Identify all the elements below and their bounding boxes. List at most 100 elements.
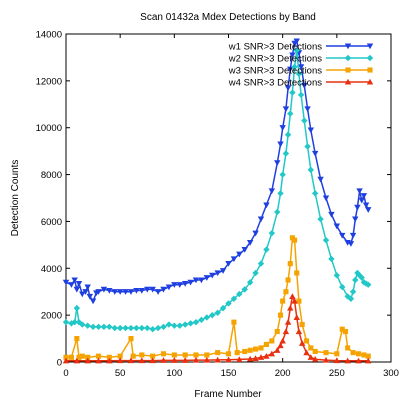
data-point <box>73 286 81 293</box>
data-point <box>301 117 308 124</box>
data-point <box>289 293 296 299</box>
data-point <box>293 314 300 321</box>
data-point <box>365 353 371 359</box>
data-point <box>350 350 356 356</box>
data-point <box>293 47 300 54</box>
data-point <box>291 63 298 70</box>
data-point <box>187 279 194 286</box>
data-point <box>322 195 330 202</box>
data-point <box>176 282 183 288</box>
x-tick-label: 300 <box>383 368 399 379</box>
data-point <box>73 357 81 364</box>
data-point <box>62 357 70 364</box>
data-point <box>106 323 113 331</box>
data-point <box>160 323 167 331</box>
data-point <box>128 336 134 342</box>
data-point <box>317 215 324 223</box>
data-point <box>303 349 310 356</box>
legend-marker <box>345 67 351 73</box>
data-point <box>308 345 314 351</box>
data-point <box>85 354 91 360</box>
data-point <box>365 281 372 288</box>
data-point <box>68 282 75 288</box>
data-point <box>307 354 315 360</box>
data-point <box>301 82 308 89</box>
data-point <box>127 289 135 295</box>
data-point <box>111 324 118 332</box>
data-point <box>225 356 232 363</box>
data-point <box>75 280 83 287</box>
data-point <box>311 355 319 362</box>
data-point <box>362 202 370 209</box>
data-point <box>181 321 189 328</box>
data-point <box>89 298 97 305</box>
data-point <box>282 106 290 113</box>
data-point <box>344 357 351 364</box>
data-point <box>274 208 281 216</box>
data-point <box>323 350 329 356</box>
data-point <box>328 211 335 218</box>
data-point <box>84 284 91 291</box>
data-point <box>95 289 102 295</box>
data-point <box>79 321 86 328</box>
data-point <box>268 229 276 237</box>
data-point <box>122 324 129 332</box>
data-point <box>160 357 167 363</box>
data-point <box>292 237 298 243</box>
data-point <box>289 52 296 59</box>
data-point <box>165 284 173 291</box>
data-point <box>127 324 135 332</box>
data-point <box>214 356 221 363</box>
legend-marker <box>366 54 374 62</box>
data-point <box>198 316 205 324</box>
data-point <box>234 350 240 356</box>
data-point <box>252 230 259 237</box>
data-point <box>187 320 194 327</box>
data-point <box>117 353 123 359</box>
data-point <box>352 216 359 223</box>
data-point <box>253 346 259 352</box>
data-point <box>73 304 81 312</box>
data-point <box>247 347 253 353</box>
data-point <box>284 85 292 92</box>
data-point <box>139 352 145 358</box>
data-point <box>84 357 91 364</box>
data-point <box>287 304 294 311</box>
data-point <box>279 125 286 131</box>
data-point <box>236 356 243 362</box>
data-point <box>160 351 167 357</box>
data-point <box>282 150 290 157</box>
data-point <box>192 356 200 363</box>
data-point <box>84 322 91 329</box>
data-point <box>236 251 243 258</box>
data-point <box>284 131 292 138</box>
data-point <box>138 357 146 364</box>
y-tick-label: 2000 <box>41 311 62 322</box>
data-point <box>79 291 86 298</box>
legend-label: w2 SNR>3 Detections <box>228 54 322 65</box>
data-point <box>154 324 162 332</box>
series-2 <box>62 47 372 333</box>
x-tick-label: 100 <box>166 368 182 379</box>
y-tick-label: 12000 <box>36 76 62 87</box>
data-point <box>311 190 319 197</box>
data-point <box>304 143 311 150</box>
data-point <box>293 38 300 45</box>
y-tick-label: 8000 <box>41 170 62 181</box>
data-point <box>171 352 177 358</box>
data-point <box>307 127 315 134</box>
series-4 <box>62 293 372 364</box>
data-point <box>242 348 248 355</box>
data-point <box>181 280 189 287</box>
y-axis-label: Detection Counts <box>10 160 21 237</box>
data-point <box>333 272 341 279</box>
data-point <box>127 357 135 364</box>
data-point <box>317 176 324 183</box>
data-point <box>328 255 335 263</box>
data-point <box>160 286 167 293</box>
data-point <box>138 287 146 294</box>
data-point <box>171 357 178 363</box>
data-point <box>192 277 200 284</box>
data-point <box>295 70 303 78</box>
